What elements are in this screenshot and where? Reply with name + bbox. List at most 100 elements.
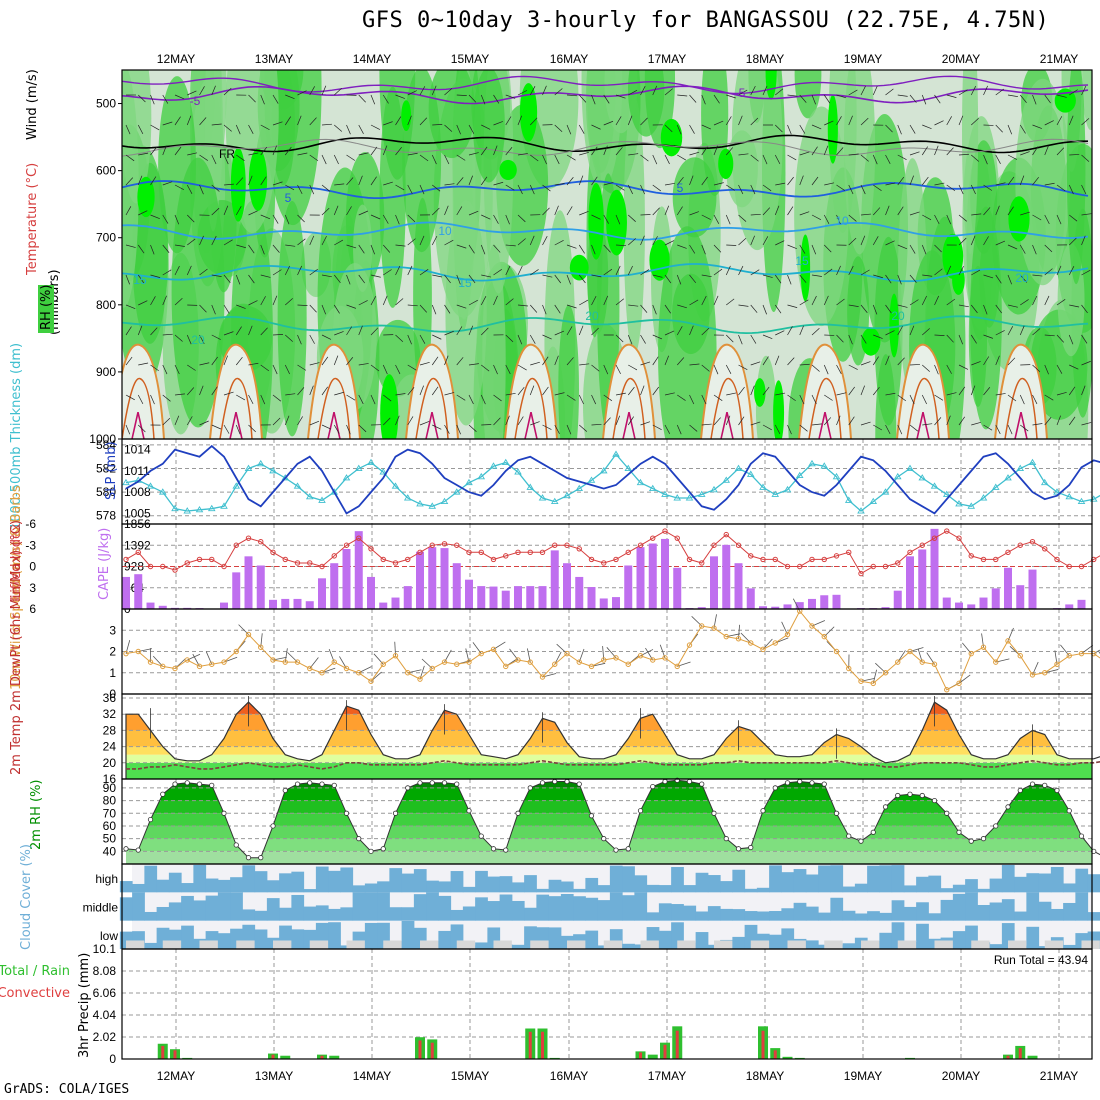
wind-barb [836,364,842,374]
wind-barb [738,364,748,371]
rh-point [588,813,595,819]
li-point [821,556,827,563]
wind-barb [934,334,945,336]
cloud-cell [1075,868,1089,893]
wind-barb [995,355,1000,366]
wind-point [147,659,154,665]
cloud-cell [511,882,525,893]
wind-barb [652,274,663,278]
wind-barb [995,393,1006,396]
wind-barb [150,214,160,219]
wind-barb [1019,325,1025,336]
wind-barb [909,94,917,103]
rh-point [441,780,448,786]
wind-barb [187,364,196,371]
cape-bar [269,599,277,609]
cape-bar [612,597,620,609]
wind-barb [493,417,501,426]
wind-barb [701,274,712,278]
wind-point [417,676,423,682]
surface-contour [514,377,548,439]
wind-barb [934,268,943,276]
wind-barb [1068,184,1074,195]
rh-point [895,792,901,799]
cape-bar [452,563,461,609]
wind-barb [921,295,927,306]
wind-barb [811,176,819,186]
li-point [760,556,766,563]
cape-bar [661,538,669,609]
li-point [772,556,778,563]
cloud-cell [756,911,770,921]
wind-barb [934,417,942,426]
cloud-cell [291,894,305,921]
date-label-bottom: 19MAY [844,1069,882,1083]
cloud-cell [732,909,746,921]
wind-barb [162,181,173,186]
wind-barb [983,274,994,279]
wind-barb [578,394,584,405]
y-tick-label-left: -6 [25,517,36,531]
wind-barb [762,424,772,431]
li-point [527,549,533,556]
wind-barb [774,154,781,165]
wind-barb [738,184,744,195]
surface-contour-high [131,411,145,439]
li-line [125,530,1100,575]
wind-barb [787,394,796,402]
wind-barb [909,364,921,366]
wind-point [613,655,619,661]
wind-barb [529,117,538,126]
cloud-cell [769,865,782,893]
wind-barb [211,304,216,315]
thickness-point [599,467,608,474]
li-axis-label: Lifted Index [9,523,24,600]
precip-ylabel: 3hr Precip (mm) [77,953,92,1058]
wind-barb [787,176,794,186]
li-point [723,531,729,538]
thickness-point [171,504,179,512]
cloud-cell [144,911,158,921]
wind-point [282,659,288,665]
wind-barb [260,364,270,372]
wind-point [466,659,472,665]
wind-barb [1056,265,1062,276]
cloud-cell [830,865,844,893]
wind-barb [566,124,572,135]
wind-barb [640,421,651,426]
y-tick-label: 1 [109,666,116,680]
cloud-cell [499,876,513,893]
li-point [564,542,570,548]
wind-barb [799,175,804,186]
wind-barb [309,334,315,344]
cloud-cell [156,879,170,893]
wind-barb [640,361,651,366]
thickness-point [195,505,204,513]
wind-point [601,657,607,663]
wind-barb [468,363,479,366]
wind-barb [860,235,866,246]
rh-band [126,825,1092,839]
wind-barb [762,236,769,246]
wind-barb [431,304,437,315]
li-point [294,560,301,566]
wind-barb [1094,86,1098,95]
wind-barb [297,265,303,276]
wind-barb [187,90,197,96]
wind-barb [995,274,1002,284]
wind-barb [1068,115,1074,126]
cloud-cell [916,902,929,921]
wind-barb [579,211,589,216]
rh-band [126,851,1092,864]
wind-barb [297,304,308,306]
wind-barb [162,417,171,426]
rh-cell-high [1008,196,1030,242]
wind-barb [432,124,443,126]
wind-barb [174,415,180,426]
cloud-cell [916,876,929,893]
wind-barb [848,214,857,222]
wind-barb [958,265,964,276]
wind-barb [309,385,314,396]
wind-barb [407,364,417,371]
y-tick-label-left: 582 [96,462,116,476]
